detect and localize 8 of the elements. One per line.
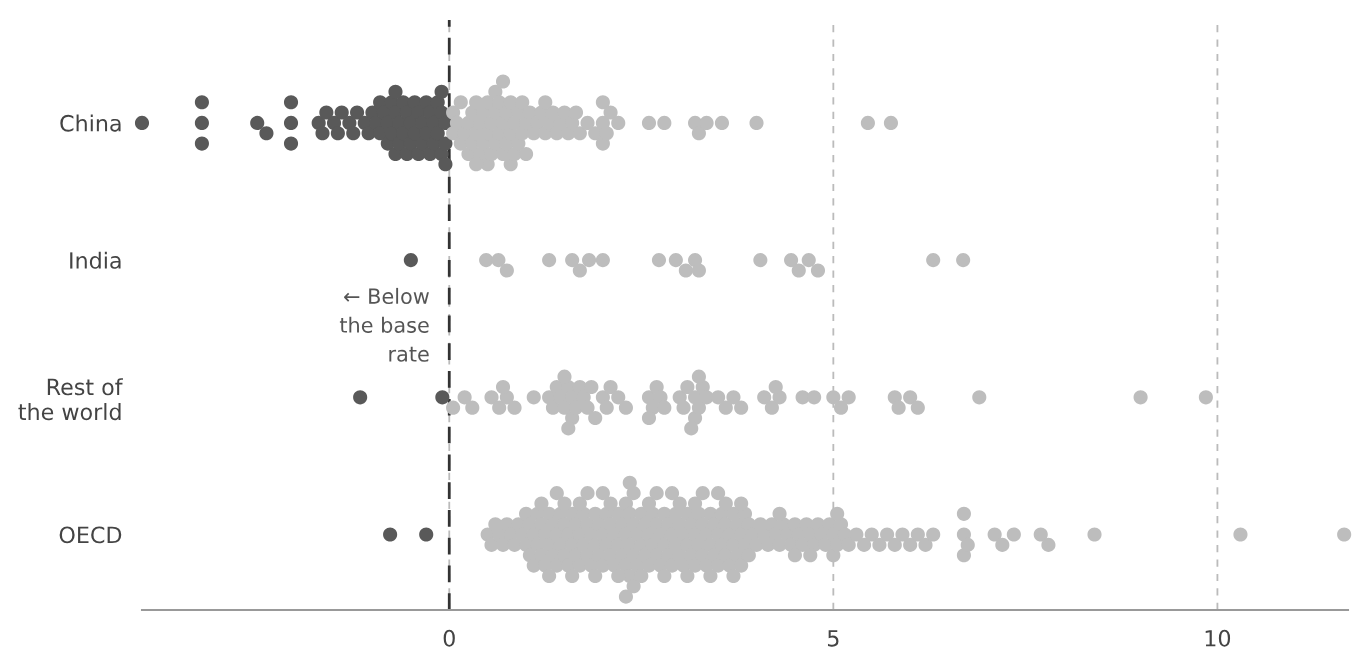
y-tick-label: OECD <box>59 526 122 544</box>
y-tick-label: Rest of the world <box>18 378 123 421</box>
y-tick-label: China <box>60 114 121 132</box>
x-tick-label: 10 <box>1205 629 1231 647</box>
y-tick-label: India <box>70 251 121 269</box>
x-tick-label: 5 <box>827 630 839 647</box>
x-tick-label: 0 <box>443 629 455 647</box>
annotation: ← Below the base rate <box>339 287 429 362</box>
